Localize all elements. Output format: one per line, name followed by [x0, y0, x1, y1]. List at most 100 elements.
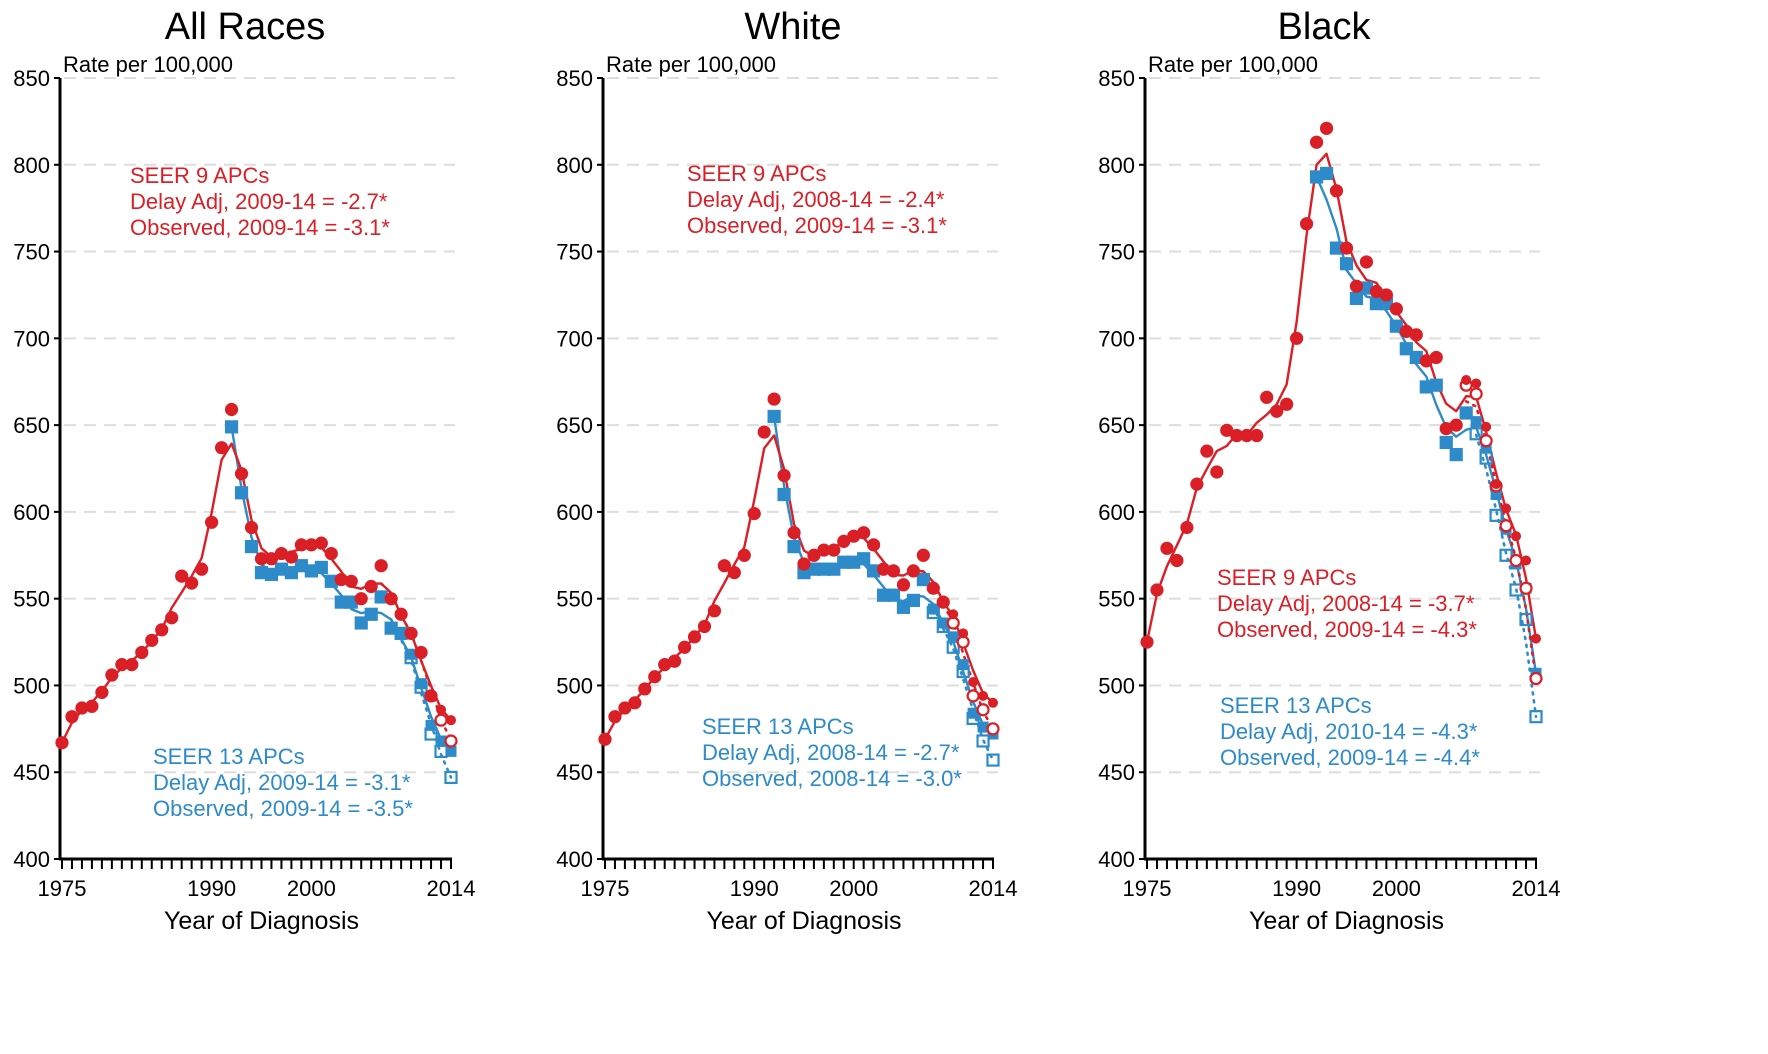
seer9-delay-adj-point: [376, 560, 387, 571]
seer13-delay-adj-point: [445, 745, 457, 757]
seer9-delay-adj-point: [1261, 392, 1272, 403]
seer9-observed-point: [434, 713, 448, 727]
seer13-delay-adj-point: [977, 721, 989, 733]
seer9-delay-adj-point: [1281, 399, 1292, 410]
y-axis-label: Rate per 100,000: [606, 52, 776, 77]
seer13-delay-adj-point: [1470, 416, 1482, 428]
seer13-annotation-line: Observed, 2009-14 = -3.5*: [153, 796, 413, 821]
y-tick-label: 600: [556, 500, 593, 525]
seer9-delay-adj-point: [1391, 303, 1402, 314]
seer9-annotation-line: Delay Adj, 2008-14 = -2.4*: [687, 187, 945, 212]
x-tick-label: 2014: [969, 876, 1018, 901]
seer9-delay-adj-point: [1341, 243, 1352, 254]
seer9-delay-adj-point: [968, 676, 979, 687]
seer9-delay-adj-point: [66, 711, 77, 722]
seer13-delay-adj-point: [897, 601, 909, 613]
seer13-delay-adj-point: [818, 563, 830, 575]
y-tick-label: 600: [13, 500, 50, 525]
seer13-delay-adj-point: [365, 608, 377, 620]
seer9-delay-adj-point: [296, 539, 307, 550]
x-tick-label: 1990: [187, 876, 236, 901]
seer9-delay-adj-point: [898, 579, 909, 590]
seer9-observed-trend-line: [1464, 400, 1538, 680]
seer9-delay-adj-point: [1311, 137, 1322, 148]
seer13-delay-adj-point: [957, 659, 969, 671]
seer13-delay-adj-point: [285, 567, 297, 579]
seer13-delay-adj-point: [768, 410, 780, 422]
seer9-delay-adj-point: [749, 508, 760, 519]
x-axis-label: Year of Diagnosis: [1249, 907, 1444, 935]
seer9-delay-adj-point: [416, 647, 427, 658]
seer9-delay-adj-point: [769, 394, 780, 405]
seer9-delay-adj-point: [346, 576, 357, 587]
seer13-delay-adj-point: [848, 556, 860, 568]
seer9-delay-adj-point: [1371, 286, 1382, 297]
seer9-annotation-line: Delay Adj, 2009-14 = -2.7*: [130, 189, 388, 214]
chart-panel-3: Black Rate per 100,000 Year of Diagnosis 40…: [1098, 6, 1560, 935]
seer13-annotation-line: SEER 13 APCs: [153, 744, 305, 769]
y-tick-label: 700: [13, 326, 50, 351]
seer9-delay-adj-point: [316, 538, 327, 549]
y-tick-label: 750: [556, 240, 593, 265]
seer13-annotation-line: Delay Adj, 2008-14 = -2.7*: [702, 740, 960, 765]
seer9-delay-adj-point: [156, 624, 167, 635]
seer9-delay-adj-point: [1271, 406, 1282, 417]
seer9-delay-adj-point: [1401, 326, 1412, 337]
seer9-observed-point: [444, 734, 458, 748]
seer13-delay-adj-point: [295, 560, 307, 572]
seer9-delay-adj-point: [848, 531, 859, 542]
seer13-delay-adj-point: [878, 589, 890, 601]
seer13-delay-adj-point: [415, 678, 427, 690]
seer9-delay-adj-point: [266, 553, 277, 564]
seer9-delay-adj-point: [106, 670, 117, 681]
x-tick-label: 1975: [38, 876, 87, 901]
seer9-delay-adj-point: [246, 522, 257, 533]
seer9-delay-adj-point: [1451, 420, 1462, 431]
seer13-observed-point: [444, 770, 458, 785]
seer9-delay-adj-point: [948, 609, 959, 620]
seer9-delay-adj-point: [639, 683, 650, 694]
seer9-delay-adj-point: [1431, 352, 1442, 363]
seer9-delay-adj-point: [216, 442, 227, 453]
x-tick-label: 1990: [730, 876, 779, 901]
seer9-observed-point: [976, 703, 990, 717]
x-tick-label: 2014: [427, 876, 476, 901]
seer9-delay-adj-point: [1211, 466, 1222, 477]
seer13-delay-adj-point: [917, 574, 929, 586]
y-tick-label: 550: [13, 587, 50, 612]
seer9-delay-adj-point: [918, 550, 929, 561]
seer13-observed-point: [1499, 548, 1513, 562]
y-tick-label: 650: [13, 413, 50, 438]
seer9-delay-adj-point: [689, 631, 700, 642]
y-tick-label: 800: [13, 153, 50, 178]
y-tick-label: 500: [1098, 673, 1135, 698]
seer9-delay-adj-point: [1411, 329, 1422, 340]
seer9-delay-adj-point: [1231, 430, 1242, 441]
seer13-delay-adj-point: [315, 561, 327, 573]
seer9-delay-adj-point: [1181, 522, 1192, 533]
y-tick-label: 750: [1098, 240, 1135, 265]
seer9-delay-adj-point: [386, 593, 397, 604]
seer9-delay-adj-point: [669, 656, 680, 667]
seer13-observed-point: [1469, 427, 1483, 441]
seer9-delay-adj-point: [406, 628, 417, 639]
seer13-delay-adj-point: [275, 563, 287, 575]
seer9-annotation-line: Observed, 2009-14 = -3.1*: [130, 215, 390, 240]
seer9-delay-adj-point: [366, 581, 377, 592]
seer13-delay-adj-trend-line: [1315, 175, 1538, 675]
seer13-observed-trend-line: [931, 604, 995, 762]
seer9-delay-adj-point: [1511, 531, 1522, 542]
seer13-delay-adj-point: [375, 591, 387, 603]
seer9-delay-adj-point: [719, 560, 730, 571]
seer9-delay-adj-point: [1251, 430, 1262, 441]
seer9-delay-adj-point: [1331, 185, 1342, 196]
y-tick-label: 500: [13, 673, 50, 698]
x-tick-label: 1990: [1272, 876, 1321, 901]
seer9-delay-adj-point: [808, 550, 819, 561]
y-tick-label: 650: [1098, 413, 1135, 438]
seer9-delay-adj-point: [396, 609, 407, 620]
x-tick-label: 2000: [1372, 876, 1421, 901]
seer9-delay-adj-point: [426, 690, 437, 701]
seer13-delay-adj-point: [907, 594, 919, 606]
y-tick-label: 450: [1098, 760, 1135, 785]
